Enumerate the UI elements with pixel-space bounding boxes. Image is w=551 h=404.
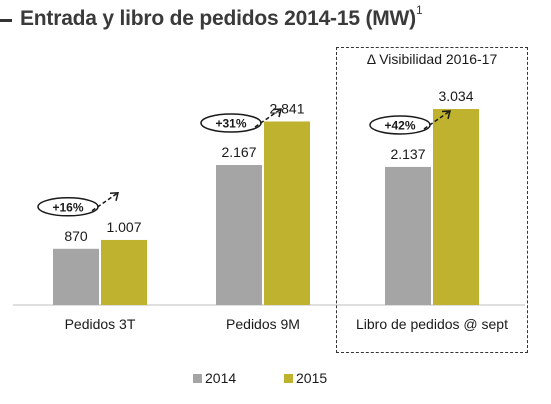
title-accent-bar xyxy=(0,19,12,22)
bar-2014-2 xyxy=(216,165,262,305)
chart-title: Entrada y libro de pedidos 2014-15 (MW)1 xyxy=(20,3,423,31)
growth-label-3: +42% xyxy=(384,118,415,132)
bar-2015-3 xyxy=(433,109,479,305)
bar-2014-3 xyxy=(385,166,431,305)
growth-label-2: +31% xyxy=(215,117,246,131)
category-label-2: Pedidos 9M xyxy=(226,316,300,332)
growth-arrow-2 xyxy=(254,108,282,128)
data-label-2015-1: 1.007 xyxy=(106,219,141,235)
data-label-2015-3: 3.034 xyxy=(438,88,473,104)
title-footnote-mark: 1 xyxy=(415,3,423,17)
legend-label-2014: 2014 xyxy=(205,370,237,386)
growth-arrowhead-3 xyxy=(441,110,451,120)
legend-swatch-2015 xyxy=(284,373,293,383)
growth-arrow-3 xyxy=(423,110,451,130)
visibility-label: Δ Visibilidad 2016-17 xyxy=(366,51,498,67)
legend-item-2015: 2015 xyxy=(284,370,327,386)
legend-label-2015: 2015 xyxy=(296,370,328,386)
legend-swatch-2014 xyxy=(193,373,202,383)
data-label-2014-1: 870 xyxy=(64,228,88,244)
category-label-1: Pedidos 3T xyxy=(65,316,136,332)
bar-2014-1 xyxy=(53,248,99,305)
legend-item-2014: 2014 xyxy=(193,370,236,386)
visibility-highlight-box xyxy=(336,47,528,353)
growth-arrow-1 xyxy=(91,192,119,212)
growth-arrowhead-2 xyxy=(272,108,282,118)
data-label-2014-3: 2.137 xyxy=(390,146,425,162)
growth-arrowhead-1 xyxy=(109,191,119,201)
growth-label-1: +16% xyxy=(52,200,83,214)
chart-title-text: Entrada y libro de pedidos 2014-15 (MW) xyxy=(20,7,416,30)
bar-2015-1 xyxy=(101,239,147,305)
data-label-2015-2: 2.841 xyxy=(269,100,304,116)
data-label-2014-2: 2.167 xyxy=(221,144,256,160)
category-label-3: Libro de pedidos @ sept xyxy=(356,316,508,332)
bar-2015-2 xyxy=(264,121,310,306)
